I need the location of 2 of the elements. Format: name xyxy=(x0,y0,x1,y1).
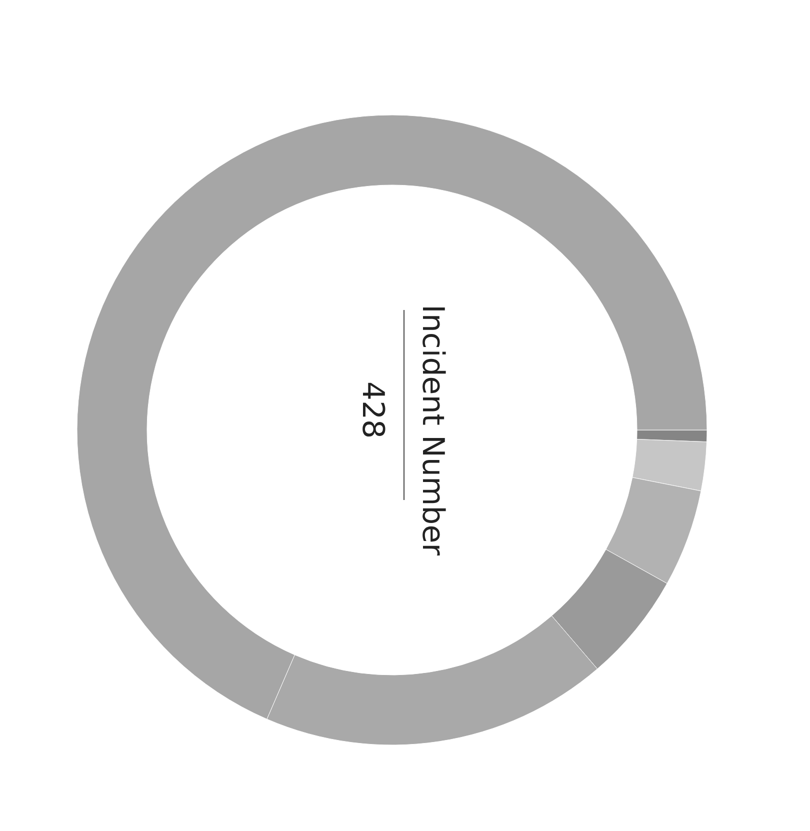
text: Incident Number xyxy=(415,304,450,556)
text: 428 xyxy=(355,381,390,439)
